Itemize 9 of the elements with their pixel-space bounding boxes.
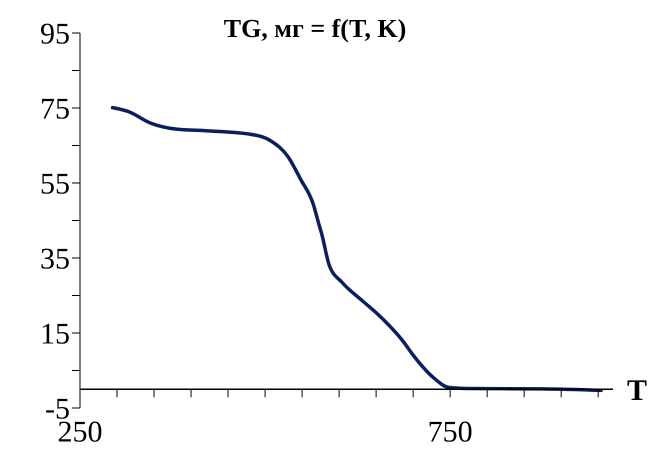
y-tick-label: 55 (40, 168, 70, 201)
y-tick-label: 15 (40, 318, 70, 351)
y-tick-label: 75 (40, 92, 70, 126)
x-axis-title: T (627, 374, 648, 407)
x-tick-label: 750 (428, 415, 473, 448)
line-series (110, 106, 603, 392)
y-tick-label: 35 (40, 242, 70, 276)
chart-title: TG, мг = f(T, K) (222, 14, 408, 44)
y-tick-label: 95 (40, 18, 70, 51)
